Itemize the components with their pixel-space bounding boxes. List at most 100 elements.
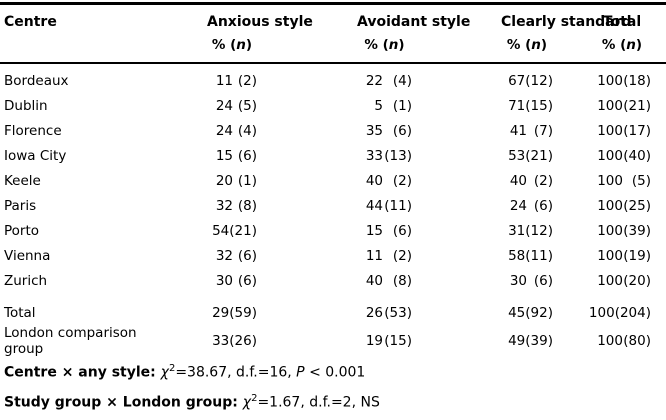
percent-value: 35 bbox=[365, 122, 383, 139]
data-cell: 100 (204) bbox=[558, 305, 666, 321]
chi-symbol: χ bbox=[160, 364, 169, 381]
percent-value: 30 bbox=[215, 272, 233, 289]
row-label-centre: Keele bbox=[4, 172, 41, 189]
count-value: (1) bbox=[237, 172, 257, 189]
footnote-centre-any-style: Centre × any style: χ2=38.67, d.f.=16, P… bbox=[4, 356, 666, 386]
percent-value: 100 bbox=[597, 122, 623, 139]
subheader-prefix: % ( bbox=[506, 37, 532, 53]
data-cell: 24 (6) bbox=[417, 198, 558, 214]
percent-value: 100 bbox=[597, 222, 623, 239]
row-label-centre: Total bbox=[4, 304, 36, 321]
percent-value: 24 bbox=[215, 122, 233, 139]
subheader-prefix: % ( bbox=[364, 37, 389, 53]
count-value: (13) bbox=[384, 147, 412, 164]
header-stack: Anxious style % (n) bbox=[207, 11, 313, 57]
count-value: (6) bbox=[237, 247, 257, 264]
count-value: (204) bbox=[614, 304, 651, 321]
data-cell: 49 (39) bbox=[417, 333, 558, 349]
data-cell: 100 (20) bbox=[558, 273, 666, 289]
subheader-suffix: ) bbox=[635, 37, 643, 53]
data-cell: 54 (21) bbox=[172, 223, 262, 239]
percent-value: 26 bbox=[365, 304, 383, 321]
subheader-n-italic: n bbox=[531, 37, 541, 53]
percent-value: 24 bbox=[215, 97, 233, 114]
row-label-centre: Bordeaux bbox=[4, 72, 69, 89]
count-value: (20) bbox=[623, 272, 651, 289]
row-label-centre: London comparison group bbox=[4, 325, 137, 357]
data-cell: 19 (15) bbox=[262, 333, 417, 349]
percent-value: 100 bbox=[597, 247, 623, 264]
count-value: (7) bbox=[533, 122, 553, 139]
count-value: (6) bbox=[392, 122, 412, 139]
subheader-prefix: % ( bbox=[601, 37, 627, 53]
data-cell: 31 (12) bbox=[417, 223, 558, 239]
data-cell: 24 (5) bbox=[172, 98, 262, 114]
percent-value: 32 bbox=[215, 247, 233, 264]
percent-value: 31 bbox=[508, 222, 526, 239]
data-cell: 32 (8) bbox=[172, 198, 262, 214]
count-value: (39) bbox=[525, 333, 553, 349]
column-header-centre: Centre bbox=[4, 14, 57, 30]
count-value: (2) bbox=[392, 247, 412, 264]
table-row: Total 29 (59) 26 (53) 45 (92) 100 (204) bbox=[0, 300, 666, 325]
percent-value: 32 bbox=[215, 197, 233, 214]
count-value: (15) bbox=[525, 97, 553, 114]
percent-value: 5 bbox=[374, 97, 383, 114]
footnote-stats: =1.67, d.f.=2, NS bbox=[257, 394, 380, 411]
count-value: (6) bbox=[392, 222, 412, 239]
percent-value: 33 bbox=[212, 333, 230, 349]
percent-value: 22 bbox=[365, 72, 383, 89]
percent-value: 100 bbox=[597, 272, 623, 289]
row-label-centre: Vienna bbox=[4, 247, 51, 264]
table-row: Paris 32 (8) 44 (11) 24 (6) 100 (25) bbox=[0, 193, 666, 218]
data-cell: 33 (26) bbox=[172, 333, 262, 349]
percent-value: 100 bbox=[597, 197, 623, 214]
percent-value: 15 bbox=[215, 147, 233, 164]
p-symbol: P bbox=[296, 364, 305, 381]
data-cell: 100 (21) bbox=[558, 98, 666, 114]
subheader-prefix: % ( bbox=[211, 37, 237, 53]
table-row: Iowa City 15 (6) 33 (13) 53 (21) 100 (40) bbox=[0, 143, 666, 168]
table-header-row: Centre Anxious style % (n) Avoidant styl… bbox=[0, 5, 666, 62]
data-cell: 32 (6) bbox=[172, 248, 262, 264]
footnote-p-value: < 0.001 bbox=[304, 364, 366, 381]
percent-value: 100 bbox=[597, 333, 623, 349]
percent-value: 41 bbox=[509, 122, 527, 139]
row-label-centre: Porto bbox=[4, 222, 40, 239]
table-top-rule bbox=[0, 2, 666, 5]
data-cell: 22 (4) bbox=[262, 73, 417, 89]
percent-value: 19 bbox=[365, 333, 383, 349]
percent-value: 49 bbox=[508, 333, 526, 349]
data-cell: 45 (92) bbox=[417, 305, 558, 321]
count-value: (19) bbox=[623, 247, 651, 264]
chi-exponent: 2 bbox=[168, 363, 176, 374]
count-value: (80) bbox=[623, 333, 651, 349]
percent-value: 29 bbox=[212, 304, 230, 321]
count-value: (12) bbox=[525, 222, 553, 239]
header-stack: Total % (n) bbox=[593, 11, 651, 57]
count-value: (59) bbox=[229, 304, 257, 321]
table-footnotes: Centre × any style: χ2=38.67, d.f.=16, P… bbox=[0, 356, 666, 415]
data-cell: 40 (2) bbox=[417, 173, 558, 189]
count-value: (21) bbox=[229, 222, 257, 239]
percent-value: 44 bbox=[365, 197, 383, 214]
count-value: (53) bbox=[384, 304, 412, 321]
row-label-centre: Dublin bbox=[4, 97, 48, 114]
chi-symbol: χ bbox=[242, 394, 252, 411]
data-cell: 100 (25) bbox=[558, 198, 666, 214]
percent-value: 71 bbox=[508, 97, 526, 114]
footnote-stats: =38.67, d.f.=16, bbox=[175, 364, 297, 381]
subheader-suffix: ) bbox=[245, 37, 253, 53]
data-cell: 26 (53) bbox=[262, 305, 417, 321]
data-cell: 100 (5) bbox=[558, 173, 666, 189]
row-label-centre: Paris bbox=[4, 197, 37, 214]
percent-value: 100 bbox=[597, 97, 623, 114]
percent-value: 45 bbox=[508, 304, 526, 321]
percent-value: 58 bbox=[508, 247, 526, 264]
count-value: (4) bbox=[237, 122, 257, 139]
percent-value: 100 bbox=[588, 304, 615, 321]
column-header-anxious: Anxious style % (n) bbox=[172, 11, 313, 57]
count-value: (15) bbox=[384, 333, 412, 349]
count-value: (2) bbox=[237, 72, 257, 89]
